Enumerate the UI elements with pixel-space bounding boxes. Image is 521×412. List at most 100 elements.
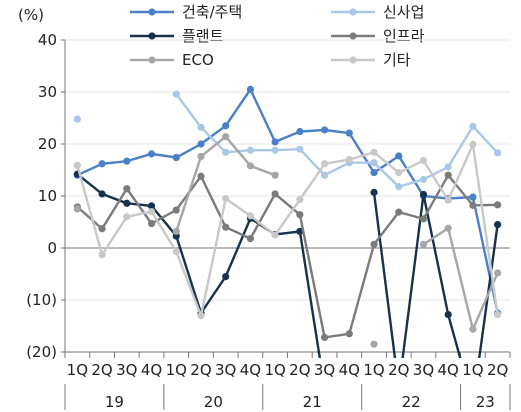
data-point bbox=[222, 223, 230, 231]
data-point bbox=[172, 90, 180, 98]
data-point bbox=[444, 163, 452, 171]
series-line bbox=[175, 93, 499, 188]
data-point bbox=[98, 190, 106, 198]
data-point bbox=[320, 126, 329, 134]
data-point bbox=[444, 310, 452, 319]
data-point bbox=[123, 213, 131, 221]
legend-swatch-marker bbox=[148, 32, 156, 40]
data-point bbox=[271, 231, 279, 239]
x-tick-label: 1Q bbox=[264, 361, 285, 379]
data-point bbox=[494, 269, 502, 277]
data-point bbox=[444, 224, 452, 232]
data-point bbox=[296, 196, 304, 204]
legend-item: ECO bbox=[130, 51, 214, 69]
data-point bbox=[222, 195, 230, 203]
data-point bbox=[370, 159, 378, 167]
data-point bbox=[469, 201, 477, 209]
data-point bbox=[370, 148, 378, 156]
data-point bbox=[271, 190, 279, 198]
x-tick-label: 3Q bbox=[116, 361, 137, 379]
data-point bbox=[419, 175, 428, 183]
y-tick-label: 0 bbox=[47, 239, 57, 257]
legend-item: 기타 bbox=[331, 51, 411, 69]
data-point bbox=[395, 183, 403, 191]
data-point bbox=[172, 153, 180, 162]
x-tick-label: 1Q bbox=[363, 361, 384, 379]
data-point bbox=[271, 138, 279, 146]
data-point bbox=[296, 227, 304, 235]
legend-swatch-marker bbox=[349, 32, 357, 40]
x-year-label: 22 bbox=[402, 393, 421, 411]
data-point bbox=[222, 133, 230, 141]
x-tick-label: 3Q bbox=[413, 361, 434, 379]
x-tick-label: 3Q bbox=[215, 361, 236, 379]
y-axis-unit-label: (%) bbox=[18, 6, 44, 24]
data-point bbox=[419, 240, 428, 248]
data-point bbox=[172, 206, 180, 214]
data-point bbox=[296, 127, 304, 136]
series-line bbox=[76, 173, 498, 339]
data-point bbox=[395, 208, 403, 216]
data-point bbox=[419, 215, 428, 223]
data-point bbox=[147, 208, 156, 216]
data-point bbox=[271, 171, 279, 179]
data-point bbox=[444, 171, 452, 179]
data-point bbox=[296, 211, 304, 219]
data-point bbox=[370, 240, 378, 248]
data-point bbox=[320, 160, 329, 168]
data-point bbox=[494, 310, 502, 319]
legend-item: 신사업 bbox=[331, 3, 424, 21]
legend-item: 인프라 bbox=[331, 27, 425, 45]
data-point bbox=[246, 85, 255, 93]
legend-item: 건축/주택 bbox=[130, 3, 242, 21]
x-tick-label: 2Q bbox=[190, 361, 211, 379]
legend-item: 플랜트 bbox=[130, 27, 224, 45]
data-point bbox=[370, 188, 378, 196]
legend-label: 신사업 bbox=[383, 3, 424, 21]
data-point bbox=[395, 169, 403, 177]
y-tick-label: 40 bbox=[38, 31, 57, 49]
data-point bbox=[469, 193, 477, 201]
y-tick-label: 20 bbox=[38, 135, 57, 153]
data-point bbox=[320, 333, 329, 342]
data-point bbox=[197, 152, 205, 161]
legend-swatch-marker bbox=[349, 8, 357, 16]
x-tick-label: 2Q bbox=[91, 361, 112, 379]
data-point bbox=[172, 248, 180, 256]
data-point bbox=[197, 140, 205, 148]
legend-label: ECO bbox=[182, 51, 214, 69]
x-tick-label: 1Q bbox=[166, 361, 187, 379]
plot-area bbox=[73, 85, 502, 358]
legend-label: 플랜트 bbox=[182, 27, 224, 45]
legend-label: 인프라 bbox=[383, 27, 425, 45]
data-point bbox=[494, 149, 502, 157]
legend-swatch-marker bbox=[148, 8, 156, 16]
data-point bbox=[296, 145, 304, 153]
x-tick-label: 4Q bbox=[141, 361, 162, 379]
data-point bbox=[444, 196, 452, 204]
x-year-label: 19 bbox=[105, 393, 124, 411]
data-point bbox=[370, 169, 378, 177]
series-4 bbox=[73, 171, 502, 342]
data-point bbox=[469, 122, 477, 130]
data-point bbox=[98, 225, 106, 233]
legend-swatch-marker bbox=[148, 56, 156, 64]
data-point bbox=[197, 172, 205, 180]
data-point bbox=[345, 129, 353, 137]
data-point bbox=[147, 219, 156, 228]
data-point bbox=[123, 199, 131, 207]
y-tick-label: 30 bbox=[38, 83, 57, 101]
data-point bbox=[222, 122, 230, 130]
data-point bbox=[320, 171, 329, 179]
data-point bbox=[246, 235, 255, 243]
data-point bbox=[172, 227, 180, 235]
data-point bbox=[345, 156, 353, 164]
data-point bbox=[73, 205, 81, 213]
x-tick-label: 3Q bbox=[314, 361, 335, 379]
data-point bbox=[419, 157, 428, 165]
data-point bbox=[222, 148, 230, 156]
data-point bbox=[419, 190, 428, 199]
data-point bbox=[222, 273, 230, 281]
series-6 bbox=[73, 140, 502, 320]
